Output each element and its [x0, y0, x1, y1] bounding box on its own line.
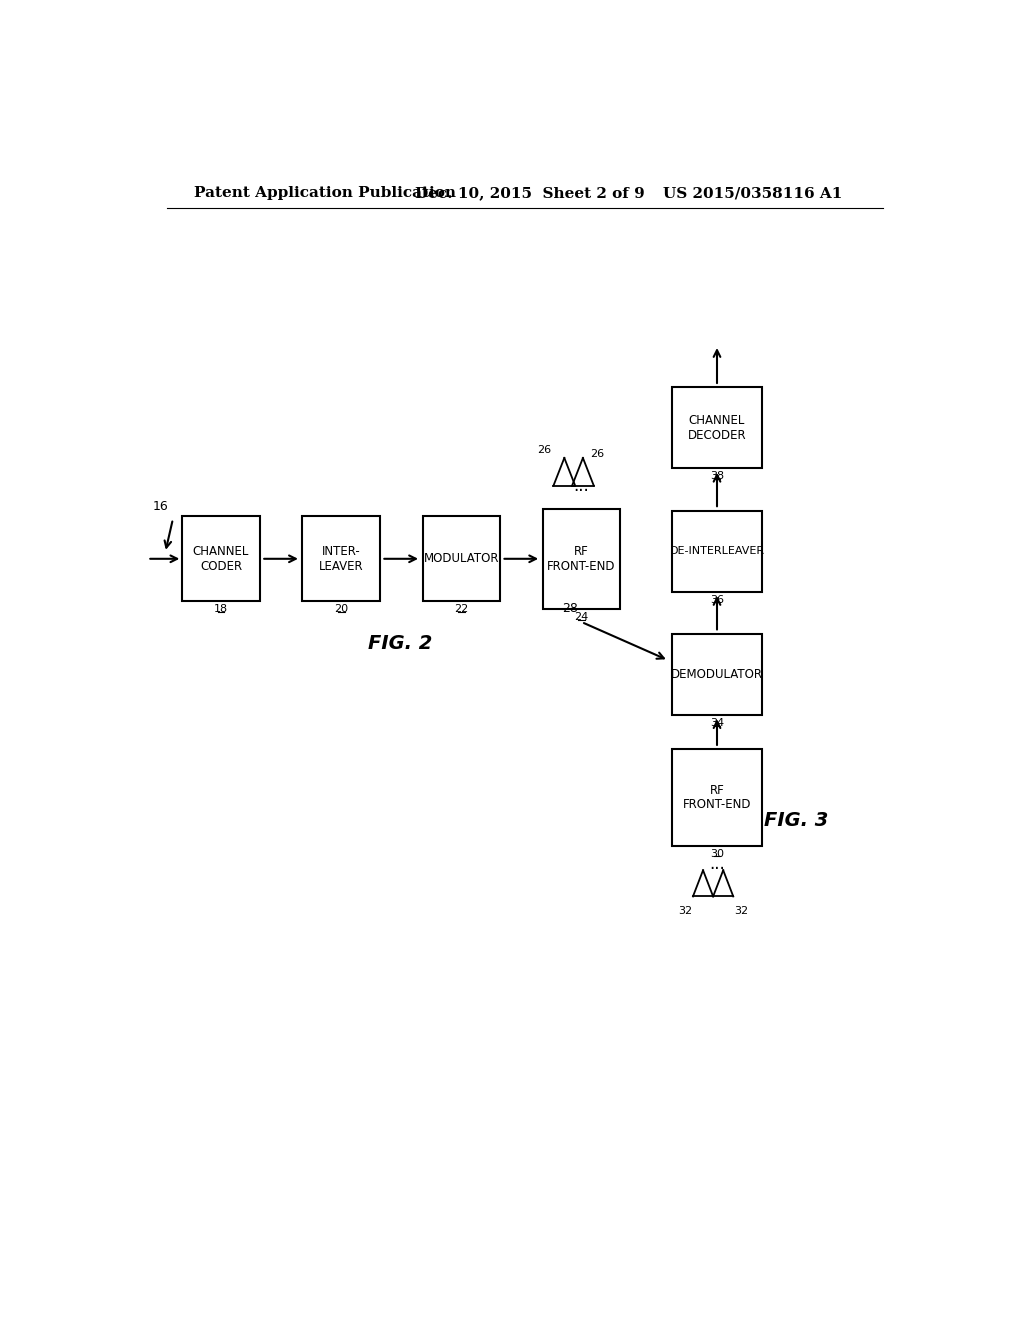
Text: Patent Application Publication: Patent Application Publication	[194, 186, 456, 201]
Text: 22: 22	[454, 605, 468, 614]
Bar	[673, 511, 762, 591]
Text: DE-INTERLEAVER: DE-INTERLEAVER	[670, 546, 765, 556]
Text: 32: 32	[734, 906, 749, 916]
Bar	[182, 516, 260, 601]
Text: ...: ...	[573, 477, 589, 495]
Text: 26: 26	[590, 450, 604, 459]
Bar	[423, 516, 500, 601]
Text: 32: 32	[678, 906, 692, 916]
Text: 38: 38	[710, 471, 724, 482]
Bar	[673, 750, 762, 846]
Text: CHANNEL
DECODER: CHANNEL DECODER	[688, 414, 746, 442]
Text: RF
FRONT-END: RF FRONT-END	[547, 545, 615, 573]
Text: RF
FRONT-END: RF FRONT-END	[683, 784, 752, 812]
Bar	[673, 634, 762, 714]
Text: CHANNEL
CODER: CHANNEL CODER	[193, 545, 249, 573]
Text: INTER-
LEAVER: INTER- LEAVER	[318, 545, 364, 573]
Text: 34: 34	[710, 718, 724, 727]
Text: 28: 28	[562, 602, 578, 615]
Text: 36: 36	[710, 594, 724, 605]
Bar	[543, 508, 621, 609]
Text: ...: ...	[710, 855, 725, 873]
Text: 24: 24	[574, 612, 589, 622]
Text: MODULATOR: MODULATOR	[424, 552, 499, 565]
Text: 30: 30	[710, 849, 724, 859]
Text: Dec. 10, 2015  Sheet 2 of 9: Dec. 10, 2015 Sheet 2 of 9	[415, 186, 644, 201]
Text: 26: 26	[538, 445, 551, 455]
Text: 16: 16	[153, 500, 168, 513]
Text: US 2015/0358116 A1: US 2015/0358116 A1	[663, 186, 842, 201]
Bar	[673, 388, 762, 469]
Text: FIG. 2: FIG. 2	[369, 634, 432, 653]
Bar	[302, 516, 380, 601]
Text: FIG. 3: FIG. 3	[764, 810, 827, 830]
Text: 20: 20	[334, 605, 348, 614]
Text: 18: 18	[214, 605, 228, 614]
Text: DEMODULATOR: DEMODULATOR	[671, 668, 763, 681]
